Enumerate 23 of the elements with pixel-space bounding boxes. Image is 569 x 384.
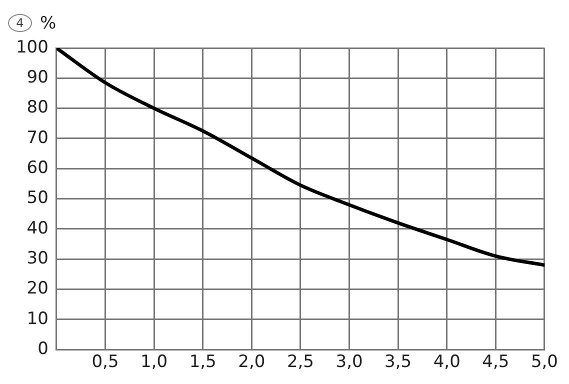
text: 4 (8, 14, 32, 32)
y-tick-label: 0 (38, 339, 48, 360)
x-tick-label: 1,5 (189, 352, 216, 372)
y-tick-label: 30 (26, 248, 48, 269)
y-axis-title: % (40, 13, 56, 34)
y-tick-label: 10 (26, 308, 48, 329)
x-tick-label: 4,5 (482, 352, 510, 372)
y-tick-label: 70 (26, 128, 48, 148)
x-tick-label: 4,0 (433, 352, 460, 372)
x-tick-label: 2,5 (286, 352, 314, 372)
x-tick-label: 3,5 (384, 352, 412, 372)
x-tick-label: 5,0 (530, 352, 558, 372)
x-tick-label: 0,5 (92, 352, 119, 372)
x-tick-label: 1,0 (140, 352, 168, 372)
y-tick-label: 40 (26, 218, 48, 238)
y-tick-label: 50 (26, 188, 48, 208)
x-tick-label: 2,0 (238, 352, 266, 372)
y-tick-label: 60 (26, 158, 48, 178)
x-tick-label: 3,0 (336, 352, 363, 372)
y-tick-label: 100 (16, 37, 48, 58)
y-tick-label: 80 (26, 98, 48, 118)
y-tick-label: 90 (26, 68, 48, 88)
y-tick-label: 20 (26, 278, 48, 299)
